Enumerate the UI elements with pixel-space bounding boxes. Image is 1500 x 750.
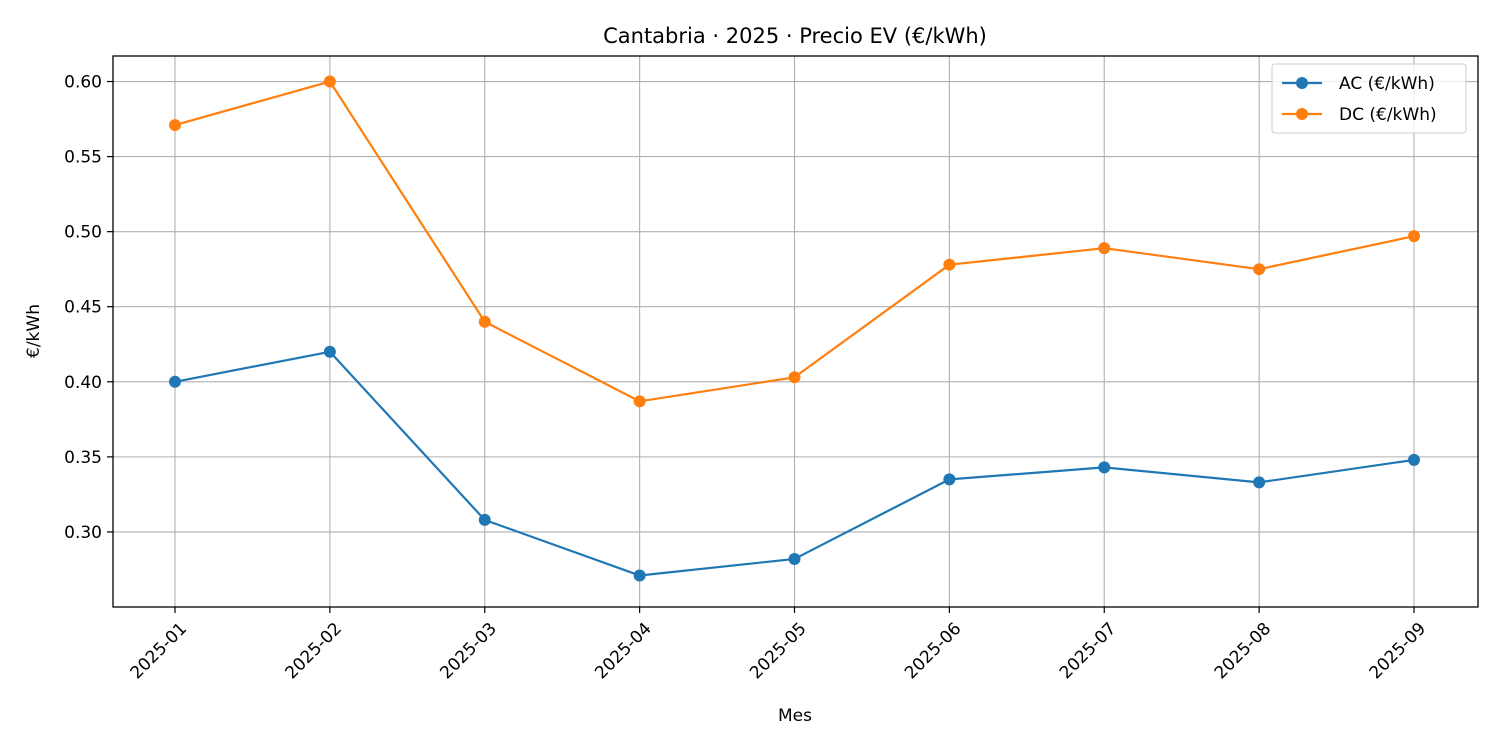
series-ac	[169, 345, 1420, 582]
y-tick-label: 0.50	[64, 223, 102, 243]
data-point	[323, 345, 336, 358]
data-point	[633, 395, 646, 408]
legend-label-ac: AC (€/kWh)	[1339, 74, 1435, 94]
data-point	[943, 258, 956, 271]
y-tick-label: 0.35	[64, 448, 102, 468]
data-point	[1098, 242, 1111, 255]
grid	[113, 56, 1478, 607]
data-point	[169, 119, 181, 132]
y-tick-label: 0.30	[64, 523, 102, 543]
legend-marker-ac	[1296, 77, 1308, 89]
legend-label-dc: DC (€/kWh)	[1339, 105, 1437, 125]
data-point	[1253, 476, 1266, 489]
y-tick-label: 0.60	[64, 73, 102, 93]
series-layer	[169, 75, 1420, 582]
data-point	[1408, 230, 1420, 243]
data-point	[788, 552, 801, 565]
data-point	[478, 513, 491, 526]
y-tick-label: 0.40	[64, 373, 102, 393]
data-point	[1253, 263, 1266, 276]
data-point	[323, 75, 336, 88]
data-point	[788, 371, 801, 384]
y-axis: 0.30 0.35 0.40 0.45 0.50 0.55 0.60	[64, 73, 113, 543]
x-axis-label: Mes	[778, 706, 812, 726]
y-tick-label: 0.55	[64, 148, 102, 168]
plot-area-frame	[112, 55, 1479, 608]
series-dc	[169, 75, 1420, 408]
data-point	[478, 315, 491, 328]
legend: AC (€/kWh) DC (€/kWh)	[1271, 63, 1467, 134]
y-axis-label: €/kWh	[24, 304, 44, 358]
data-point	[169, 375, 181, 388]
y-tick-label: 0.45	[64, 298, 102, 318]
data-point	[1408, 453, 1420, 466]
chart-title: Cantabria · 2025 · Precio EV (€/kWh)	[603, 24, 987, 48]
data-point	[633, 569, 646, 582]
data-point	[1098, 461, 1111, 474]
data-point	[943, 473, 956, 486]
legend-box	[1271, 63, 1467, 134]
legend-marker-dc	[1296, 108, 1308, 120]
